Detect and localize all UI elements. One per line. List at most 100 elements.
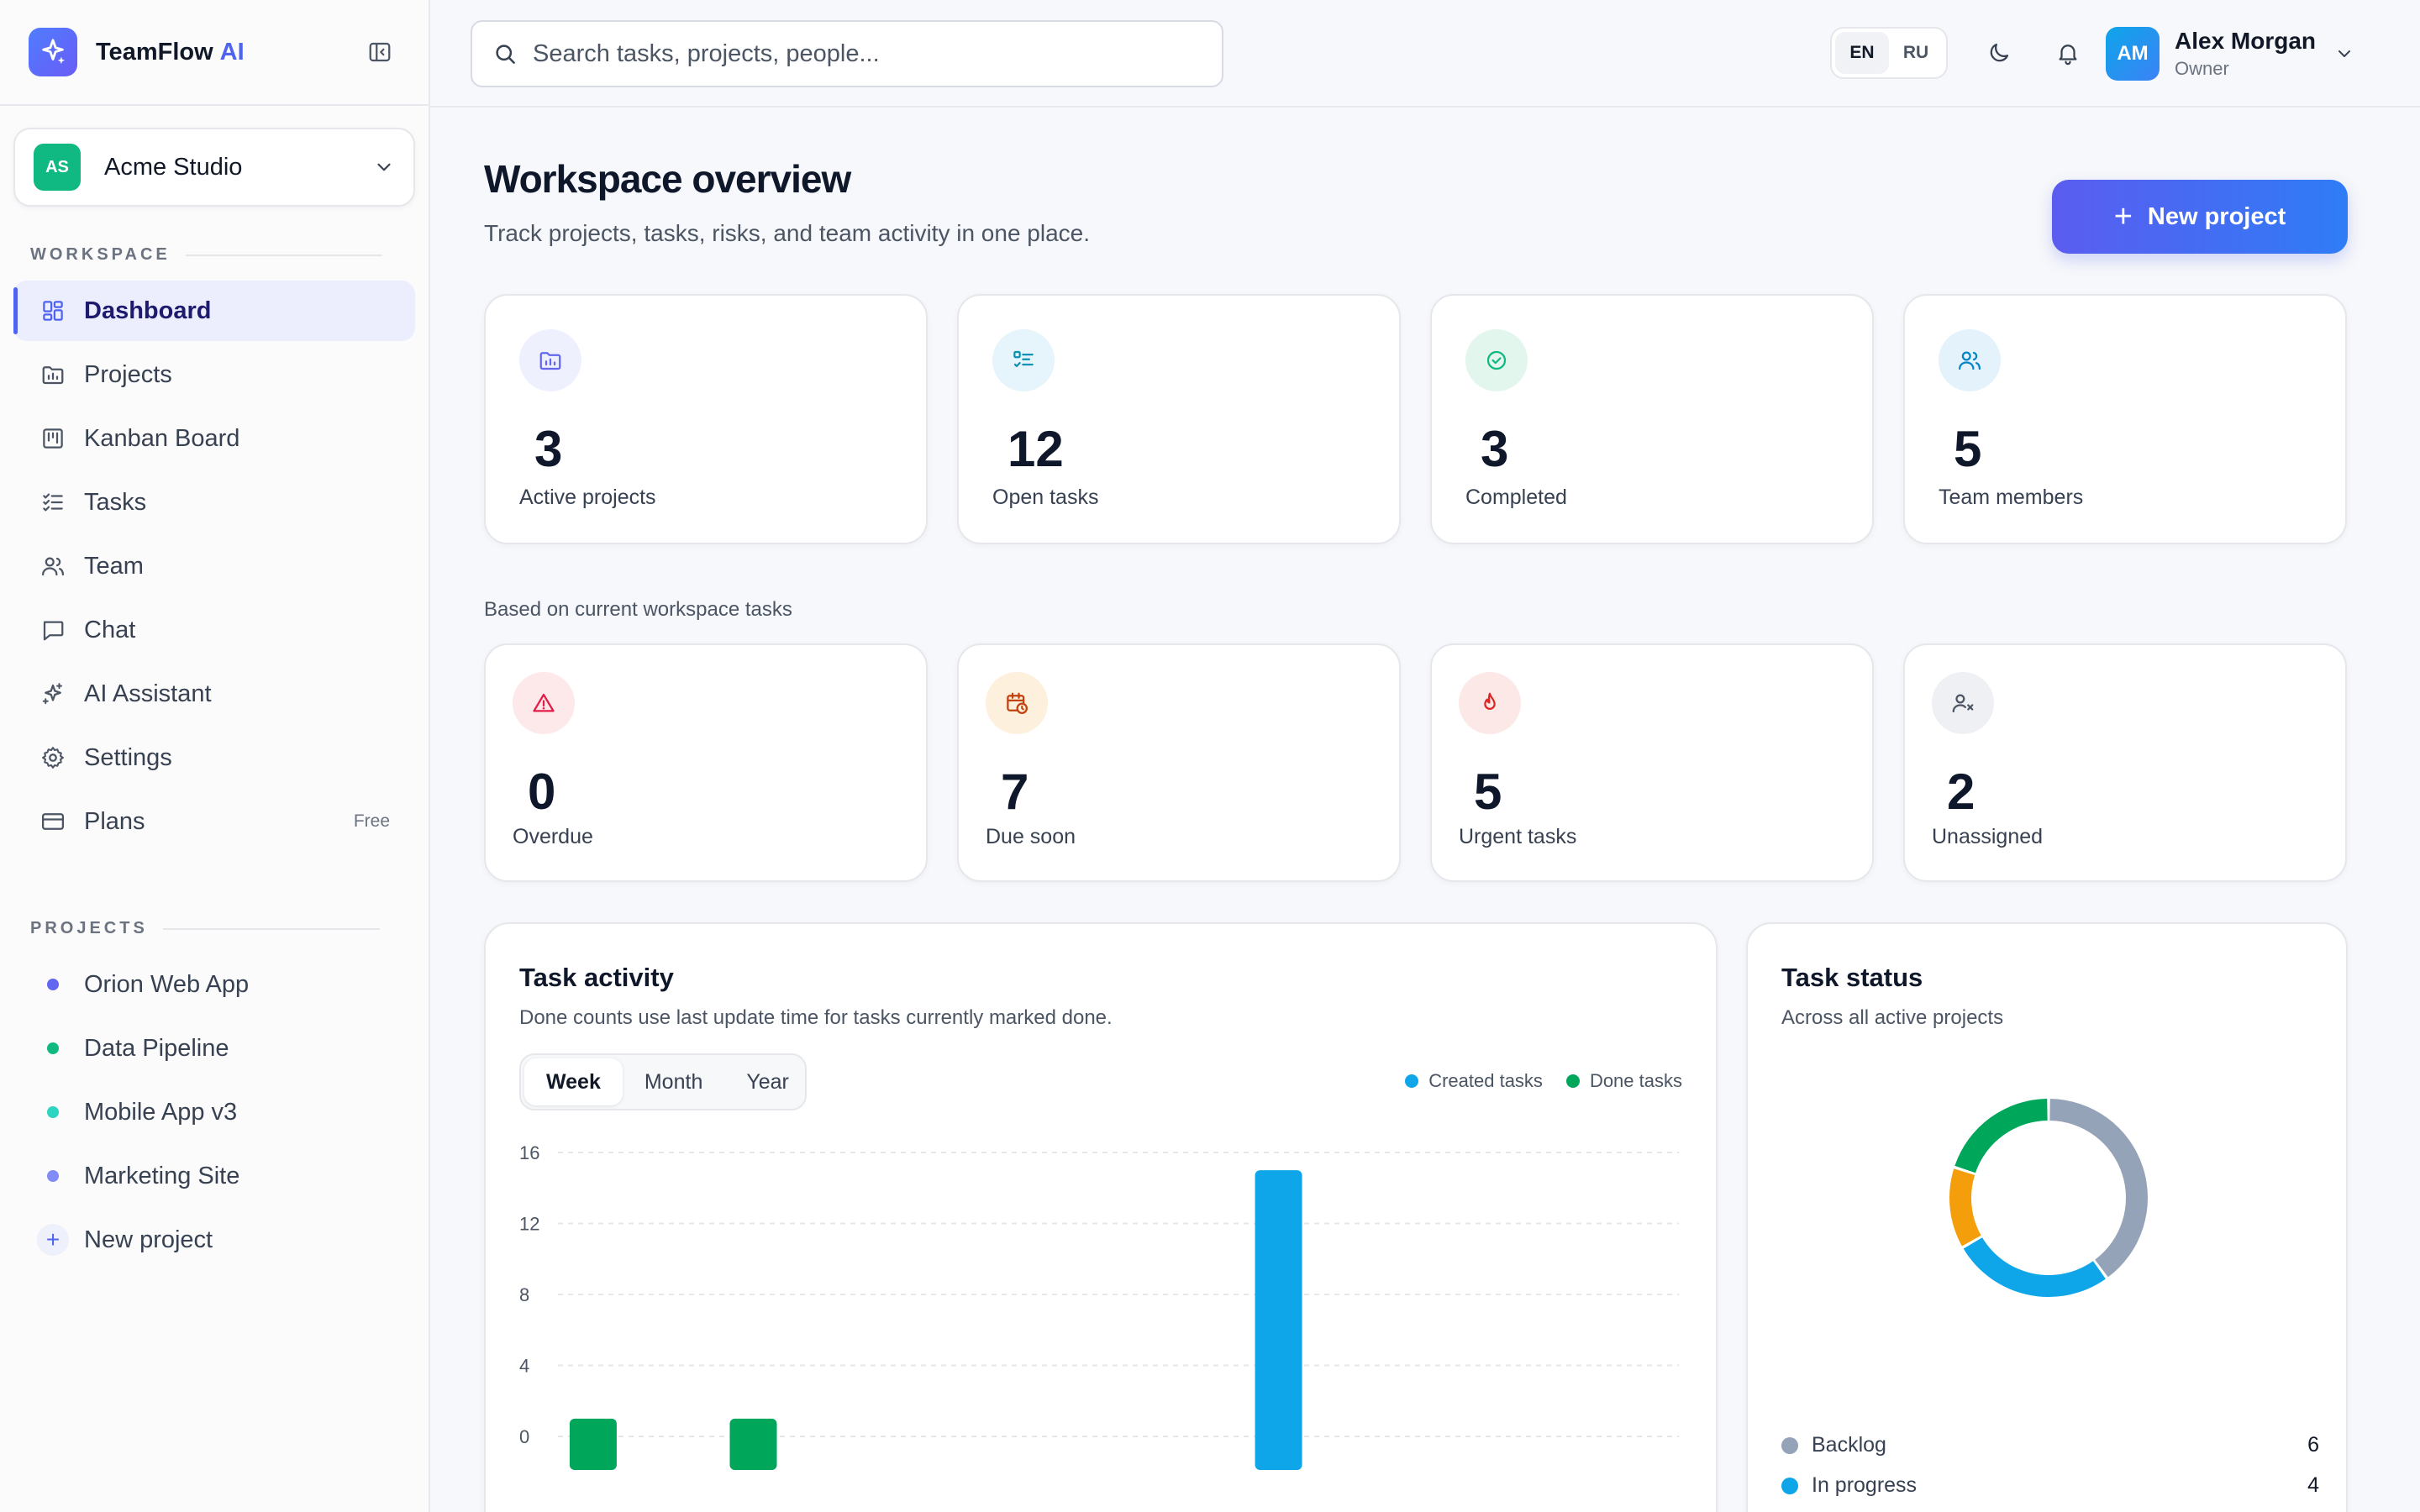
sidebar-item-label: Projects [84,360,172,388]
flame-icon [1459,672,1521,734]
y-tick-label: 8 [519,1284,529,1305]
project-item[interactable]: Mobile App v3 [13,1082,415,1142]
stat-card-active-projects[interactable]: 3 Active projects [484,294,928,544]
project-item[interactable]: Orion Web App [13,954,415,1015]
legend-item-created[interactable]: Created tasks [1405,1070,1543,1092]
sidebar-item-tasks[interactable]: Tasks [13,472,415,533]
stat-value: 5 [1954,421,1982,477]
app-name: TeamFlow AI [96,39,245,66]
risk-value: 5 [1474,764,1502,820]
lang-ru-button[interactable]: RU [1902,43,1929,62]
range-month-button[interactable]: Month [644,1069,703,1094]
range-year-button[interactable]: Year [746,1069,789,1094]
notifications-button[interactable] [2047,32,2089,74]
sidebar-item-settings[interactable]: Settings [13,727,415,788]
check-circle-icon [1465,329,1528,391]
user-x-icon [1932,672,1994,734]
app-logo[interactable] [29,28,77,76]
done-tasks-bar [729,1418,777,1470]
workspace-switcher[interactable]: AS Acme Studio [13,128,415,207]
created-tasks-bar [1255,1170,1302,1470]
topbar: EN RU AM Alex Morgan Owner [430,0,2420,108]
user-info: Alex Morgan Owner [2175,28,2316,80]
sidebar-item-ai-assistant[interactable]: AI Assistant [13,664,415,724]
stat-label: Active projects [519,486,656,509]
stat-label: Open tasks [992,486,1099,509]
project-color-dot [47,1170,59,1182]
search-icon [496,45,515,64]
bell-icon [2059,45,2077,66]
status-count: 4 [2307,1473,2319,1497]
sidebar-item-chat[interactable]: Chat [13,600,415,660]
risk-value: 7 [1001,764,1029,820]
stat-card-completed[interactable]: 3 Completed [1430,294,1874,544]
checklist-icon [39,488,67,517]
checklist-icon [992,329,1055,391]
brand-header: TeamFlow AI [0,0,429,106]
project-color-dot [47,1106,59,1118]
sidebar-item-projects[interactable]: Projects [13,344,415,405]
stat-card-team-members[interactable]: 5 Team members [1903,294,2347,544]
status-count: 6 [2307,1433,2319,1457]
calendar-clock-icon [986,672,1048,734]
task-status-donut-chart [1949,1099,2148,1297]
y-tick-label: 12 [519,1214,539,1235]
brand-suffix: AI [219,38,245,66]
y-tick-label: 4 [519,1356,529,1377]
chevron-down-icon [377,163,391,171]
theme-toggle-button[interactable] [1978,32,2020,74]
stat-card-open-tasks[interactable]: 12 Open tasks [957,294,1401,544]
risk-card-unassigned[interactable]: 2 Unassigned [1903,643,2347,882]
project-list: Orion Web App Data Pipeline Mobile App v… [13,954,415,1273]
page-title: Workspace overview [484,157,851,201]
users-icon [39,552,67,580]
folder-chart-icon [519,329,581,391]
sidebar-item-team[interactable]: Team [13,536,415,596]
project-color-dot [47,979,59,990]
project-color-dot [47,1042,59,1054]
status-legend-in-progress: In progress 4 [1781,1473,2319,1498]
kanban-icon [39,424,67,453]
sidebar-item-label: Dashboard [84,297,212,324]
risk-card-overdue[interactable]: 0 Overdue [484,643,928,882]
search-box[interactable] [471,20,1223,87]
sidebar: TeamFlow AI AS Acme Studio WORKSPACE Dash… [0,0,430,1512]
risk-card-urgent[interactable]: 5 Urgent tasks [1430,643,1874,882]
divider [162,927,380,930]
user-menu[interactable]: AM Alex Morgan Owner [2106,27,2354,81]
project-item[interactable]: Data Pipeline [13,1018,415,1079]
sidebar-new-project-button[interactable]: + New project [13,1210,415,1270]
range-week-button[interactable]: Week [524,1058,623,1105]
projects-label-text: PROJECTS [30,919,148,937]
main-content: EN RU AM Alex Morgan Owner Workspace ove… [430,0,2420,1512]
page-subtitle: Track projects, tasks, risks, and team a… [484,220,1091,246]
task-activity-chart: 16 12 8 4 0 [519,1142,1679,1470]
sidebar-item-kanban-board[interactable]: Kanban Board [13,408,415,469]
legend-dot [1405,1074,1419,1088]
stat-label: Team members [1939,486,2084,509]
users-icon [1939,329,2001,391]
legend-item-done[interactable]: Done tasks [1565,1070,1682,1092]
credit-card-icon [39,807,67,836]
y-tick-label: 0 [519,1426,529,1447]
risk-caption: Based on current workspace tasks [484,598,792,621]
project-item[interactable]: Marketing Site [13,1146,415,1206]
plus-icon: + [37,1224,69,1256]
task-status-title: Task status [1781,963,1923,992]
donut-slice-review [1949,1168,1981,1247]
legend-dot [1781,1436,1798,1454]
sidebar-item-plans[interactable]: Plans Free [13,791,415,852]
sidebar-item-label: Kanban Board [84,424,240,452]
new-project-button[interactable]: + New project [2052,180,2348,254]
legend-dot [1781,1477,1798,1494]
lang-en-button[interactable]: EN [1835,32,1889,74]
range-selector: Week Month Year [519,1053,807,1110]
workspace-avatar: AS [34,144,81,191]
search-input[interactable] [533,39,1188,68]
sidebar-item-dashboard[interactable]: Dashboard [13,281,415,341]
risk-card-due-soon[interactable]: 7 Due soon [957,643,1401,882]
task-status-panel: Task status Across all active projects B… [1746,922,2348,1512]
donut-slice-backlog [2049,1099,2148,1278]
collapse-sidebar-button[interactable] [360,32,400,72]
sidebar-item-label: AI Assistant [84,680,212,707]
